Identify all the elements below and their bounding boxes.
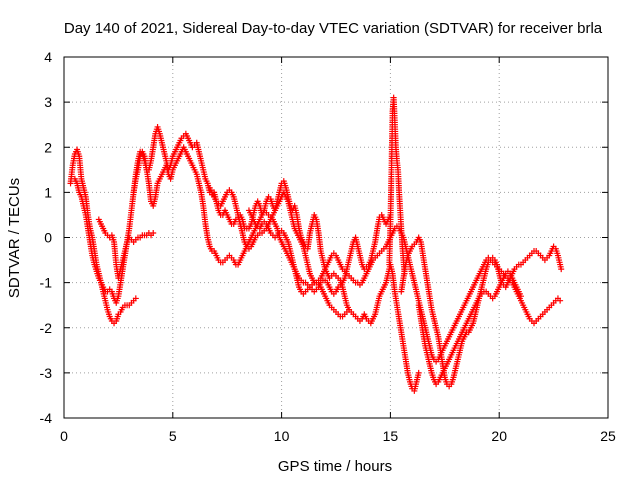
chart-title: Day 140 of 2021, Sidereal Day-to-day VTE… [64, 20, 603, 37]
y-tick-label: -4 [40, 410, 53, 426]
data-series-layer [67, 94, 565, 394]
x-tick-label: 15 [383, 428, 399, 444]
series-track-g [398, 234, 565, 390]
y-tick-label: -1 [40, 275, 53, 291]
y-tick-label: 0 [44, 230, 52, 246]
series-track-f [245, 207, 353, 320]
series-spike [386, 94, 408, 277]
x-tick-label: 0 [60, 428, 68, 444]
y-axis-label: SDTVAR / TECUs [6, 178, 23, 298]
y-tick-label: 4 [44, 49, 52, 65]
series-track-h [415, 268, 524, 388]
y-axis-ticks: -4 -3 -2 -1 0 1 2 3 4 [40, 49, 608, 426]
x-tick-label: 20 [491, 428, 507, 444]
x-tick-label: 5 [169, 428, 177, 444]
y-tick-label: -3 [40, 365, 53, 381]
series-track-c [95, 216, 157, 282]
x-axis-label: GPS time / hours [278, 458, 392, 475]
x-tick-label: 10 [274, 428, 290, 444]
y-tick-label: 2 [44, 139, 52, 155]
x-axis-ticks: 0 5 10 15 20 25 [60, 57, 616, 444]
grid-lines [64, 57, 608, 418]
y-tick-label: -2 [40, 320, 53, 336]
y-tick-label: 3 [44, 94, 52, 110]
x-tick-label: 25 [600, 428, 616, 444]
series-track-b [71, 123, 422, 394]
y-tick-label: 1 [44, 184, 52, 200]
